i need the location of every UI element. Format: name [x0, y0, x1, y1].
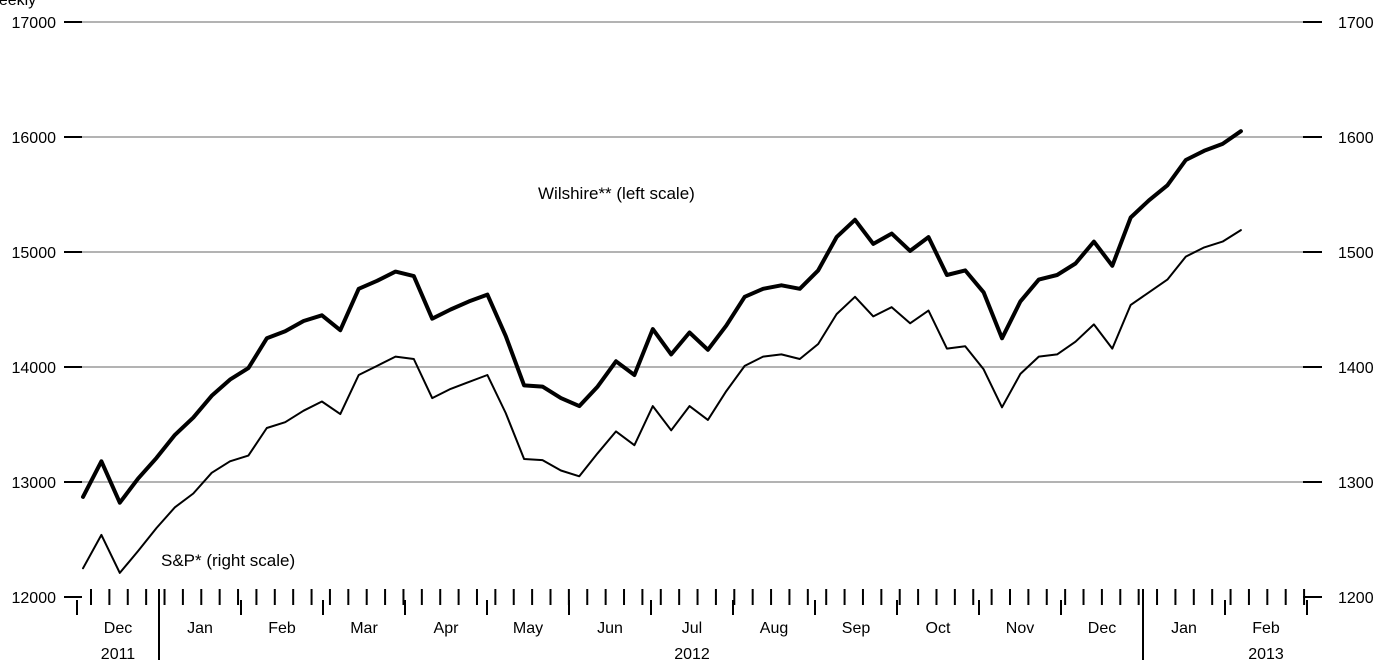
right-axis-tick-label: 1400 — [1338, 360, 1374, 377]
gridlines — [77, 21, 1307, 483]
year-label: 2013 — [1248, 646, 1284, 660]
month-label: Mar — [350, 620, 378, 637]
month-label: Sep — [842, 620, 871, 637]
left-axis-tick-label: 12000 — [12, 590, 57, 607]
right-axis-tick-label: 1300 — [1338, 475, 1374, 492]
wilshire-series-label: Wilshire** (left scale) — [538, 184, 695, 203]
month-label: May — [513, 620, 543, 637]
month-label: Feb — [1252, 620, 1280, 637]
month-label: Jun — [597, 620, 623, 637]
left-axis-tick-label: 14000 — [12, 360, 57, 377]
left-axis-tick-label: 15000 — [12, 245, 57, 262]
left-axis-tick-label: 17000 — [12, 15, 57, 32]
sp-series-label: S&P* (right scale) — [161, 551, 295, 570]
right-axis-tick-label: 1600 — [1338, 130, 1374, 147]
top-label-fragment: Weekly — [0, 0, 36, 9]
right-axis-tick-label: 1200 — [1338, 590, 1374, 607]
month-label: Jul — [682, 620, 702, 637]
month-label: Feb — [268, 620, 296, 637]
month-label: Jan — [1171, 620, 1197, 637]
right-axis: 1200 1300 1400 1500 1600 1700 — [1303, 15, 1374, 607]
month-label: Nov — [1006, 620, 1034, 637]
month-label: Aug — [760, 620, 788, 637]
sp-line — [82, 229, 1242, 574]
series-lines — [81, 129, 1243, 574]
left-axis-tick-label: 16000 — [12, 130, 57, 147]
year-label: 2012 — [674, 646, 710, 660]
x-axis: Dec Jan Feb Mar Apr May Jun Jul Aug Sep Oct Nov Dec J… — [76, 589, 1308, 660]
month-label: Dec — [104, 620, 132, 637]
left-axis: 12000 13000 14000 15000 16000 17000 — [12, 15, 82, 607]
month-label: Oct — [926, 620, 951, 637]
left-axis-tick-label: 13000 — [12, 475, 57, 492]
month-label: Apr — [434, 620, 460, 637]
month-label: Jan — [187, 620, 213, 637]
year-label: 2011 — [101, 646, 136, 660]
right-axis-tick-label: 1500 — [1338, 245, 1374, 262]
month-label: Dec — [1088, 620, 1116, 637]
right-axis-tick-label: 1700 — [1338, 15, 1374, 32]
wilshire-line — [81, 129, 1243, 505]
